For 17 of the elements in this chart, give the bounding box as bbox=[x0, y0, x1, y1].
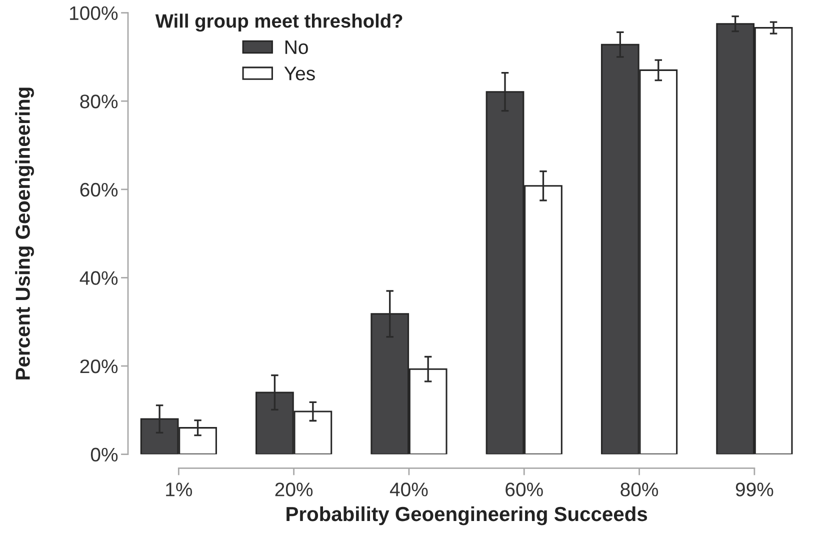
x-tick-label: 1% bbox=[166, 482, 192, 496]
y-tick-label: 0% bbox=[90, 448, 118, 462]
y-tick-label: 20% bbox=[80, 359, 118, 374]
y-tick-label: 100% bbox=[70, 6, 118, 20]
legend-label: No bbox=[285, 40, 308, 54]
x-tick-label: 80% bbox=[620, 482, 658, 496]
legend-label: Yes bbox=[284, 66, 315, 80]
x-axis-title: Probability Geoengineering Succeeds bbox=[286, 506, 648, 526]
y-tick-label: 40% bbox=[80, 271, 118, 285]
x-tick-label: 40% bbox=[390, 482, 428, 496]
x-tick-label: 20% bbox=[275, 482, 313, 496]
y-axis-title: Percent Using Geoengineering bbox=[15, 88, 34, 380]
y-tick-label: 80% bbox=[80, 94, 118, 108]
x-tick-label: 60% bbox=[506, 482, 543, 496]
x-tick-label: 99% bbox=[736, 482, 774, 496]
legend-title: Will group meet threshold? bbox=[155, 14, 402, 32]
y-tick-label: 60% bbox=[80, 182, 118, 197]
